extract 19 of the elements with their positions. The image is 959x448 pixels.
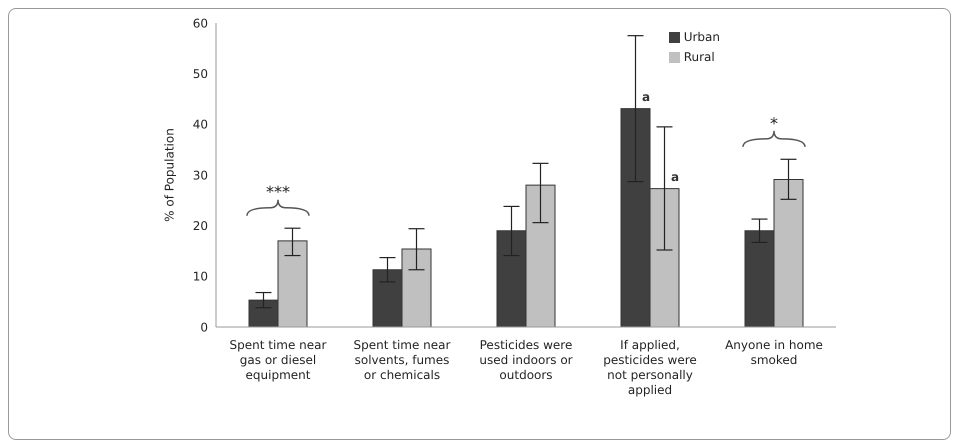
x-tick-label: If applied, pesticides were not personally applied [603,338,697,397]
legend-label: Urban [684,30,720,44]
annotation: a [670,170,680,184]
annotation: a [642,90,650,104]
x-tick-label: Spent time near gas or diesel equipment [230,338,327,382]
x-tick-label: Pesticides were used indoors or outdoors [479,338,573,382]
y-axis-title: % of Population [162,128,176,222]
y-tick-label: 60 [192,16,208,30]
x-tick-label: Spent time near solvents, fumes or chemicals [354,338,451,382]
y-tick-label: 20 [192,218,208,233]
y-tick-label: 40 [192,118,208,132]
annotation: * [770,114,778,133]
y-tick-label: 50 [192,66,208,81]
x-tick-label: Anyone in home smoked [725,338,823,367]
legend-label: Rural [684,50,715,64]
y-tick-label: 10 [192,270,208,284]
y-tick-label: 0 [200,320,208,334]
annotation: *** [266,182,290,202]
y-tick-label: 30 [192,168,208,182]
